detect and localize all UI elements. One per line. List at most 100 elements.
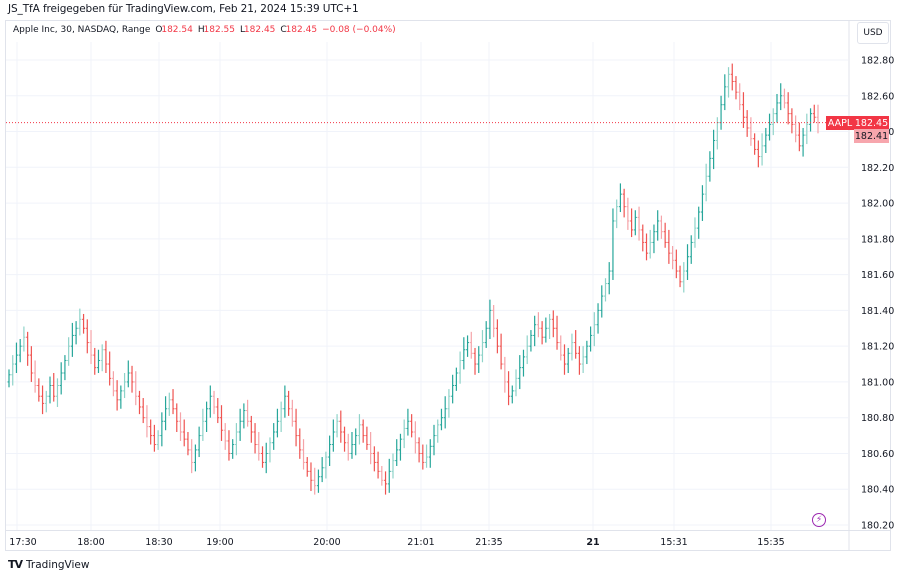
time-axis-label: 15:35 <box>757 537 785 548</box>
ohlc-bar <box>469 331 473 359</box>
ohlc-bar <box>794 115 798 143</box>
ohlc-bar <box>421 444 425 470</box>
ohlc-bar <box>365 426 369 450</box>
ohlc-bar <box>406 408 410 436</box>
ohlc-bar <box>380 465 384 486</box>
ohlc-bar <box>67 337 71 366</box>
ohlc-bar <box>331 419 335 452</box>
ohlc-bar <box>451 374 455 404</box>
ohlc-bar <box>514 369 518 397</box>
ohlc-bar <box>488 299 492 340</box>
ohlc-bar <box>164 396 168 431</box>
ohlc-bar <box>652 224 656 254</box>
ohlc-bar <box>74 321 78 345</box>
time-axis-label: 19:00 <box>206 537 234 548</box>
ohlc-bar <box>801 127 805 157</box>
ohlc-bar <box>428 439 432 468</box>
ohlc-bar <box>499 333 503 370</box>
ohlc-bar <box>275 408 279 438</box>
ohlc-bar <box>354 428 358 456</box>
ohlc-bar <box>44 390 48 413</box>
ohlc-bar <box>607 262 611 295</box>
price-axis-label: 181.60 <box>861 270 894 281</box>
ohlc-bar <box>108 351 112 386</box>
ohlc-bar <box>525 335 529 365</box>
ohlc-bar <box>78 308 82 336</box>
time-axis-label: 15:31 <box>660 537 688 548</box>
ohlc-bar <box>708 151 712 182</box>
ohlc-bar <box>812 104 816 123</box>
ohlc-bar <box>223 423 227 450</box>
ohlc-bar <box>529 330 533 352</box>
ohlc-bar <box>663 222 667 248</box>
ohlc-bar <box>287 390 291 416</box>
lightning-icon[interactable]: ⚡ <box>812 513 826 527</box>
time-axis[interactable]: 17:30 18:00 18:30 19:00 20:00 21:01 21:35 21 15:… <box>5 530 891 551</box>
ohlc-bar <box>313 467 317 495</box>
ohlc-bar <box>220 405 224 441</box>
ohlc-bar <box>55 378 59 407</box>
ohlc-bar <box>305 457 309 477</box>
price-axis-label: 180.80 <box>861 413 894 424</box>
ohlc-bar <box>335 414 339 438</box>
ohlc-bar <box>589 326 593 352</box>
symbol-legend: Apple Inc, 30, NASDAQ, Range O 182.54 H … <box>13 25 396 35</box>
ohlc-bar <box>141 398 145 424</box>
ohlc-bar <box>249 415 253 443</box>
ohlc-bar <box>466 335 470 357</box>
ohlc-bar <box>160 412 164 447</box>
ohlc-bar <box>302 439 306 470</box>
tradingview-logo-icon: TV <box>8 558 23 571</box>
ohlc-bar <box>641 224 645 252</box>
ohlc-bar <box>369 432 373 465</box>
ohlc-bar <box>674 249 678 279</box>
ohlc-bar <box>395 439 399 466</box>
ohlc-bar <box>454 367 458 391</box>
ohlc-bar <box>462 337 466 370</box>
ohlc-bar <box>611 208 615 280</box>
symbol-price-tag: AAPL <box>826 116 854 130</box>
ohlc-bar <box>507 371 511 406</box>
ohlc-bar <box>521 349 525 377</box>
ohlc-bar <box>816 104 820 134</box>
ohlc-bar <box>357 414 361 445</box>
ohlc-bar <box>600 285 604 318</box>
ohlc-bar <box>205 401 209 433</box>
ohlc-bar <box>123 372 127 399</box>
tradingview-brand[interactable]: TV TradingView <box>8 558 89 571</box>
ohlc-bar <box>510 385 514 404</box>
ohlc-bar <box>443 396 447 429</box>
ohlc-bar <box>551 310 555 338</box>
ohlc-bar <box>682 262 686 293</box>
ohlc-bar <box>126 360 130 388</box>
ohlc-bar <box>242 403 246 429</box>
ohlc-bar <box>805 113 809 145</box>
ohlc-bar <box>63 355 67 381</box>
ohlc-bar <box>96 349 100 373</box>
ohlc-bar <box>745 110 749 137</box>
currency-button[interactable]: USD <box>857 22 889 44</box>
ohlc-bar <box>115 380 119 411</box>
last-price-tag: 182.45 <box>854 116 889 130</box>
ohlc-bar <box>779 83 783 111</box>
ohlc-bar <box>447 389 451 418</box>
ohlc-bar <box>29 346 33 382</box>
ohlc-bar <box>425 444 429 468</box>
ohlc-bar <box>439 408 443 431</box>
legend-symbol: Apple Inc, 30, NASDAQ, Range <box>13 25 151 35</box>
ohlc-bar <box>320 457 324 483</box>
ohlc-bar <box>324 451 328 479</box>
ohlc-bar <box>630 208 634 238</box>
brand-name: TradingView <box>26 558 90 571</box>
ohlc-bar <box>518 355 522 390</box>
ohlc-bar <box>350 432 354 459</box>
ohlc-bar <box>548 313 552 340</box>
ohlc-bar <box>734 76 738 100</box>
ohlc-bar <box>246 399 250 427</box>
ohlc-bar <box>574 330 578 359</box>
price-axis-label: 181.80 <box>861 234 894 245</box>
ohlc-bar <box>193 444 197 472</box>
ohlc-bar <box>559 335 563 361</box>
price-axis-label: 180.20 <box>861 521 894 532</box>
